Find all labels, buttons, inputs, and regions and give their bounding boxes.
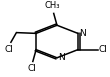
Text: Cl: Cl [99,45,108,54]
Text: CH₃: CH₃ [45,1,60,10]
Text: Cl: Cl [4,45,13,54]
Text: N: N [79,29,86,38]
Text: N: N [58,53,65,62]
Text: Cl: Cl [27,64,36,73]
